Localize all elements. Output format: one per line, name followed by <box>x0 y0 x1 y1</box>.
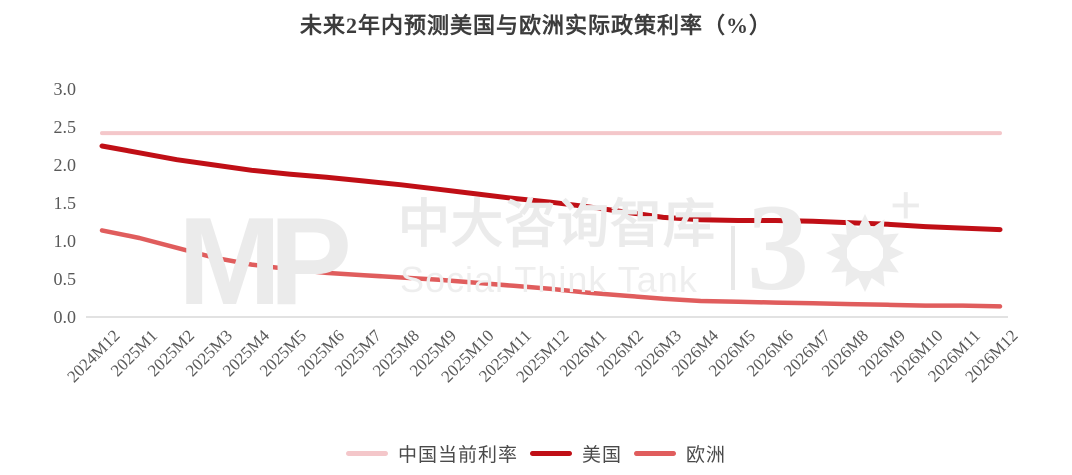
watermark-divider <box>731 226 735 290</box>
legend-swatch-china-current-rate <box>345 450 388 456</box>
y-tick-label: 3.0 <box>53 79 77 99</box>
watermark-company-name-cn: 中大咨询智库 <box>398 197 717 254</box>
legend-label-europe: 欧洲 <box>686 444 727 466</box>
legend-item-us: 美国 <box>529 440 622 467</box>
series-line-europe <box>99 228 1003 309</box>
legend-label-us: 美国 <box>581 444 622 466</box>
watermark-starburst-icon <box>826 214 904 292</box>
y-tick-label: 2.5 <box>53 117 77 137</box>
legend-swatch-us <box>529 450 572 456</box>
watermark-company-name-en: Social Think Tank <box>400 259 698 300</box>
legend-item-china-current-rate: 中国当前利率 <box>345 440 518 467</box>
y-tick-label: 2.0 <box>53 155 77 175</box>
legend-swatch-europe <box>634 450 676 456</box>
y-tick-label: 0.5 <box>53 269 77 289</box>
legend-item-europe: 欧洲 <box>634 440 726 467</box>
legend-label-china-current-rate: 中国当前利率 <box>397 444 518 466</box>
chart-legend: 中国当前利率 美国 欧洲 <box>0 438 1072 468</box>
y-tick-label: 1.0 <box>53 231 77 251</box>
y-tick-label: 0.0 <box>53 307 77 327</box>
y-tick-label: 1.5 <box>53 193 77 213</box>
y-axis-tick-labels: 3.0 2.5 2.0 1.5 1.0 0.5 0.0 <box>18 0 77 340</box>
chart-title: 未来2年内预测美国与欧洲实际政策利率（%） <box>299 13 772 38</box>
watermark-mp-logo: MP <box>178 193 352 331</box>
watermark-anniversary-number: 3 <box>747 179 809 316</box>
watermark-plus-icon: + <box>890 175 922 235</box>
